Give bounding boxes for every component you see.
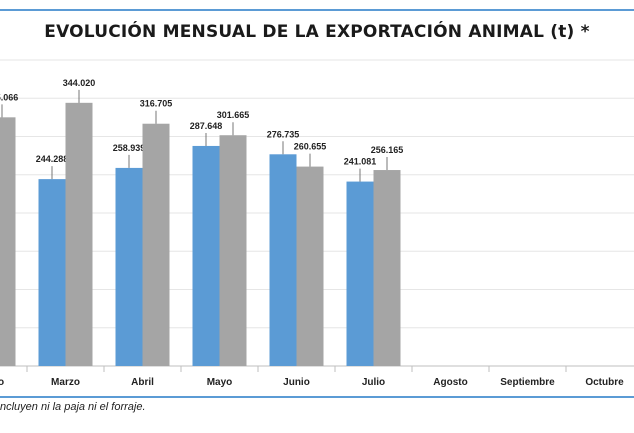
x-tick-label: Agosto xyxy=(433,377,467,388)
data-label: 301.665 xyxy=(217,110,250,120)
data-label: 325.066 xyxy=(0,92,18,102)
data-label: 258.939 xyxy=(113,143,146,153)
bottom-border xyxy=(0,396,634,398)
x-tick-label: Mayo xyxy=(207,377,233,388)
data-label: 244.288 xyxy=(36,154,69,164)
x-tick-label: Abril xyxy=(131,377,154,388)
chart-title: EVOLUCIÓN MENSUAL DE LA EXPORTACIÓN ANIM… xyxy=(44,22,590,42)
data-label: 344.020 xyxy=(63,78,96,88)
bar xyxy=(115,167,143,366)
x-tick-label: Julio xyxy=(362,377,385,388)
x-tick-label: Junio xyxy=(283,377,310,388)
bar xyxy=(269,154,297,366)
bar-chart: 089325.066ebrero244.288344.020Marzo258.9… xyxy=(0,59,634,388)
data-label: 276.735 xyxy=(267,129,300,139)
bar xyxy=(219,135,247,366)
x-tick-label: Octubre xyxy=(585,377,624,388)
bar xyxy=(65,102,93,366)
data-label: 256.165 xyxy=(371,145,404,155)
x-tick-label: Septiembre xyxy=(500,377,555,388)
bar xyxy=(346,181,374,366)
bar xyxy=(296,166,324,366)
bar xyxy=(38,179,66,366)
top-border xyxy=(0,9,634,11)
bar xyxy=(142,123,170,366)
x-tick-label: ebrero xyxy=(0,377,4,388)
data-label: 287.648 xyxy=(190,121,223,131)
bar xyxy=(0,117,16,366)
x-tick-label: Marzo xyxy=(51,377,80,388)
bar xyxy=(373,170,401,366)
bar xyxy=(192,145,220,366)
data-label: 316.705 xyxy=(140,99,173,109)
data-label: 260.655 xyxy=(294,142,327,152)
footnote: ncluyen ni la paja ni el forraje. xyxy=(0,401,146,413)
data-label: 241.081 xyxy=(344,157,377,167)
